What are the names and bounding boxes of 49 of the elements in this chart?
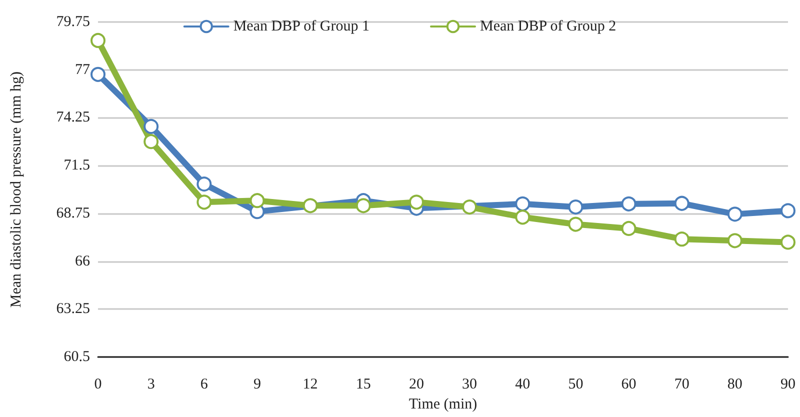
point: [727, 233, 742, 248]
point: [568, 216, 584, 232]
x-tick-label: 90: [780, 376, 796, 393]
x-tick-label: 3: [147, 376, 155, 393]
x-tick-label: 9: [253, 376, 261, 393]
x-tick-label: 20: [408, 376, 424, 393]
x-tick-label: 40: [515, 376, 530, 393]
y-axis-title: Mean diastolic blood pressure (mm hg): [8, 71, 24, 308]
legend-label: Mean DBP of Group 2: [480, 18, 616, 34]
y-tick-label: 71.5: [64, 158, 90, 174]
point: [196, 176, 212, 192]
y-tick-label: 66: [75, 253, 90, 270]
point: [144, 134, 159, 150]
point: [90, 66, 106, 82]
point: [356, 198, 371, 214]
point: [90, 32, 106, 48]
legend-label: Mean DBP of Group 1: [233, 18, 370, 34]
x-tick-label: 30: [462, 376, 478, 393]
x-axis-title: Time (min): [408, 396, 478, 412]
y-tick-label: 68.75: [56, 205, 90, 222]
point: [408, 194, 424, 210]
x-tick-label: 12: [302, 376, 318, 393]
point: [462, 200, 478, 215]
x-tick-label: 60: [621, 376, 636, 393]
y-tick-label: 79.75: [56, 14, 90, 30]
y-tick-label: 63.25: [56, 301, 90, 318]
point: [196, 194, 212, 210]
point: [302, 198, 318, 214]
point: [674, 232, 690, 247]
y-tick-label: 74.25: [56, 110, 90, 126]
point: [144, 118, 159, 134]
y-tick-label: 77: [75, 62, 90, 78]
point: [780, 234, 796, 250]
y-tick-label: 60.5: [64, 349, 90, 366]
x-tick-label: 0: [94, 376, 102, 393]
x-tick-label: 80: [727, 376, 742, 393]
point: [674, 196, 690, 211]
point: [568, 200, 584, 215]
point: [780, 203, 796, 218]
x-tick-label: 70: [674, 376, 690, 393]
point: [250, 193, 265, 208]
point: [727, 206, 742, 222]
point: [621, 196, 636, 212]
x-tick-label: 6: [200, 376, 208, 393]
point: [515, 210, 530, 225]
x-tick-label: 15: [356, 376, 371, 393]
x-tick-label: 50: [568, 376, 584, 393]
point: [515, 196, 530, 212]
point: [621, 220, 636, 236]
